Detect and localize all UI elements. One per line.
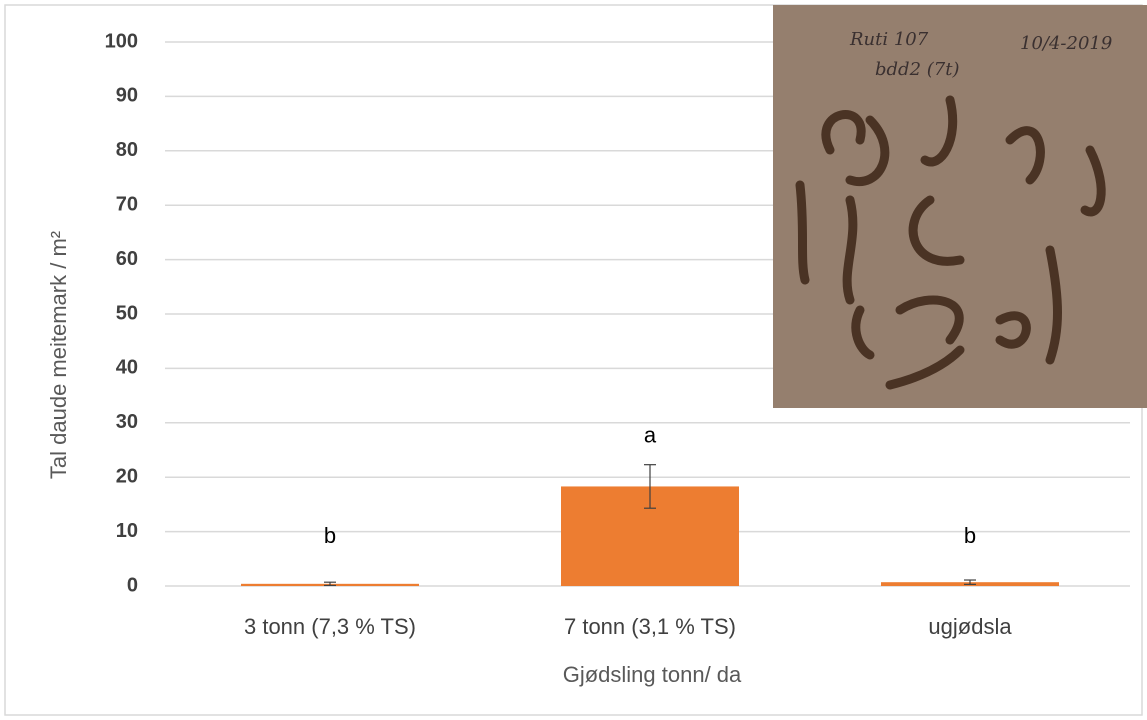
- significance-letter: b: [324, 523, 336, 548]
- y-tick-label: 60: [116, 248, 138, 270]
- x-tick-label: 7 tonn (3,1 % TS): [564, 614, 736, 639]
- error-bar: [964, 579, 976, 585]
- y-tick-label: 30: [116, 411, 138, 433]
- y-tick-label: 80: [116, 139, 138, 161]
- worms: [795, 95, 1106, 390]
- y-tick-label: 50: [116, 302, 138, 324]
- y-tick-label: 90: [116, 85, 138, 107]
- x-axis-title: Gjødsling tonn/ da: [563, 662, 742, 687]
- photo-text: Ruti 107: [849, 29, 929, 50]
- y-tick-label: 70: [116, 193, 138, 215]
- x-tick-label: 3 tonn (7,3 % TS): [244, 614, 416, 639]
- error-bar: [644, 464, 656, 509]
- significance-letter: a: [644, 423, 657, 448]
- y-tick-label: 0: [127, 574, 138, 596]
- inset-photo: Ruti 107 10/4-2019 bdd2 (7t): [773, 5, 1147, 408]
- y-tick-label: 100: [105, 30, 138, 52]
- x-tick-label: ugjødsla: [928, 614, 1012, 639]
- photo-text: 10/4-2019: [1020, 33, 1112, 54]
- error-bar: [324, 581, 336, 587]
- y-axis-title: Tal daude meitemark / m²: [46, 231, 71, 479]
- plot-area: 0 10 20 30 40 50 60 70 80 90 100 b 3 tonn (7,3 % TS)…: [105, 30, 1130, 639]
- y-tick-label: 20: [116, 465, 138, 487]
- photo-text: bdd2 (7t): [875, 59, 959, 80]
- significance-letter: b: [964, 523, 976, 548]
- y-tick-label: 10: [116, 520, 138, 542]
- y-tick-label: 40: [116, 357, 138, 379]
